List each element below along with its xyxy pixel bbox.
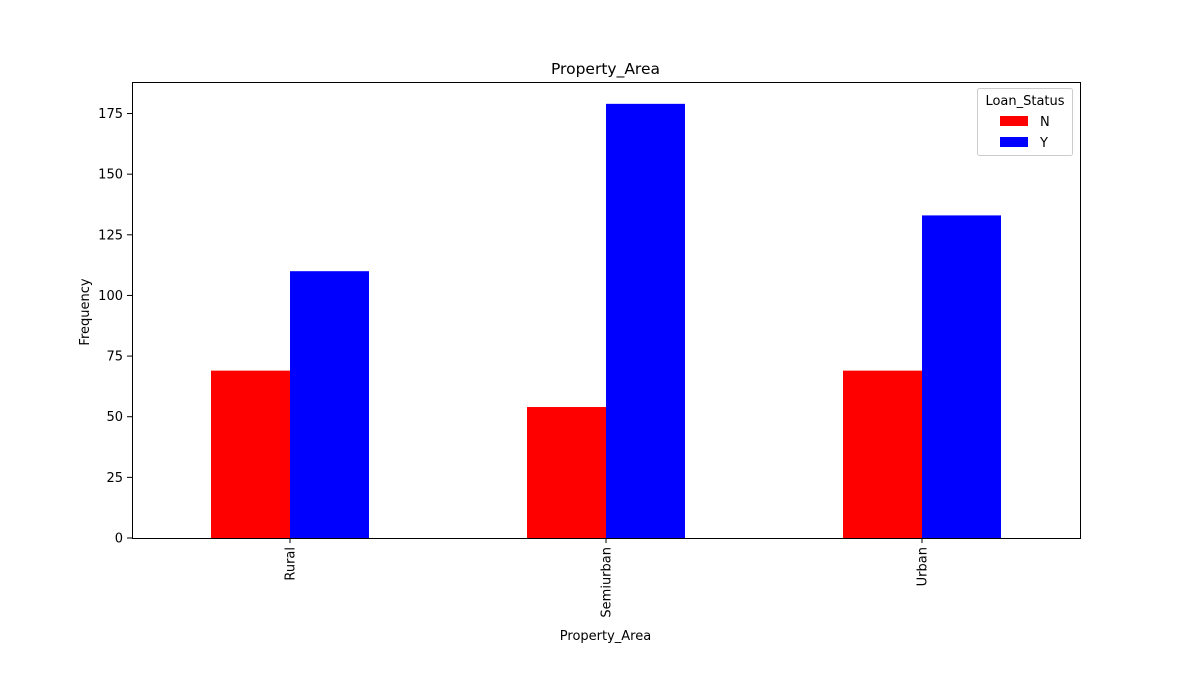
plot-area: Rural Semiurban Urban 0 25 50 75 100 125 150 175 <box>98 82 1081 618</box>
y-tick-label: 125 <box>98 228 123 243</box>
y-tick-label: 25 <box>106 471 123 486</box>
legend-swatch-y <box>1000 137 1028 147</box>
bar-rural-n <box>211 370 290 538</box>
y-tick-label: 100 <box>98 289 123 304</box>
bar-rural-y <box>290 271 369 538</box>
x-axis-label: Property_Area <box>560 629 651 644</box>
bar-semiurban-y <box>606 103 685 539</box>
bar-semiurban-n <box>527 407 606 538</box>
chart-title: Property_Area <box>551 60 660 79</box>
x-tick-label: Urban <box>916 547 931 586</box>
bar-urban-n <box>843 370 922 538</box>
y-tick-label: 50 <box>106 410 123 425</box>
legend: Loan_Status N Y <box>977 88 1073 156</box>
legend-label-y: Y <box>1039 136 1048 151</box>
x-tick-label: Rural <box>284 547 299 581</box>
y-tick-label: 175 <box>98 107 123 122</box>
x-tick-label: Semiurban <box>600 547 615 618</box>
y-tick-label: 0 <box>115 532 123 547</box>
legend-label-n: N <box>1040 115 1050 130</box>
bar-urban-y <box>922 215 1001 539</box>
y-tick-label: 75 <box>106 350 123 365</box>
plot-frame <box>132 82 1081 539</box>
legend-swatch-n <box>1000 116 1028 126</box>
y-tick-label: 150 <box>98 168 123 183</box>
legend-title: Loan_Status <box>985 94 1064 109</box>
y-axis-label: Frequency <box>78 278 93 345</box>
